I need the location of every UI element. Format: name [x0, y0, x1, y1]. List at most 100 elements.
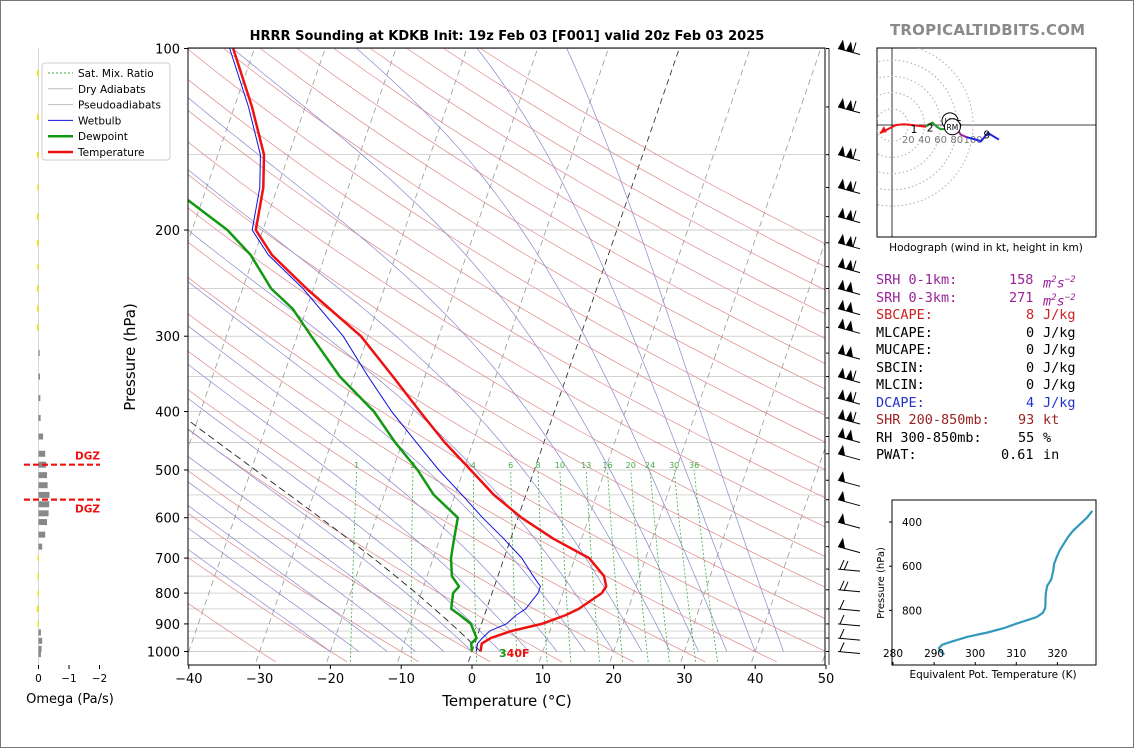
x-tick-label: 40 — [747, 672, 764, 687]
index-unit: J/kg — [1043, 324, 1076, 341]
omega-tick-label: 0 — [35, 673, 42, 685]
barb-flag — [839, 628, 845, 639]
index-value: 93 — [1018, 412, 1035, 428]
barb-pennant — [846, 411, 853, 422]
dry-adiabat-line — [188, 241, 825, 619]
index-row: MLCAPE: 0 J/kg — [876, 325, 1091, 343]
mix-ratio-label: 36 — [689, 461, 699, 470]
index-label: PWAT: — [876, 447, 917, 463]
dewpoint-line — [188, 198, 478, 652]
index-label: DCAPE: — [876, 394, 925, 411]
legend-box — [41, 62, 171, 161]
surface-label-part: 4 — [507, 647, 515, 660]
pseudoadiabat-line — [188, 97, 671, 652]
mix-ratio-line — [537, 469, 548, 662]
omega-bar — [38, 395, 41, 402]
omega-bar — [38, 433, 44, 440]
barb-flag — [852, 42, 857, 53]
wind-barb — [837, 642, 861, 654]
index-row: RH 300-850mb: 55% — [876, 430, 1091, 448]
hodo-ring — [877, 75, 942, 175]
pseudoadiabat-line — [356, 48, 728, 652]
x-tick-label: 0 — [468, 672, 476, 687]
hodo-arrow — [879, 126, 887, 134]
barb-flag — [852, 391, 857, 403]
omega-bar — [38, 350, 40, 357]
pseudoadiabat-line — [188, 527, 359, 652]
hodo-ring-label: 100 — [963, 135, 982, 146]
barb-pennant — [846, 209, 853, 221]
legend-label: Wetbulb — [78, 115, 122, 127]
omega-bar — [38, 651, 41, 658]
theta-e-line — [937, 510, 1094, 656]
barb-pennant — [846, 429, 853, 441]
theta-e-clip — [937, 510, 1094, 656]
mix-ratio-line — [559, 469, 572, 662]
wind-barb — [837, 444, 861, 461]
theta-e-x-label: Equivalent Pot. Temperature (K) — [909, 669, 1076, 681]
wind-barb — [837, 389, 861, 405]
index-label: MLCIN: — [876, 377, 925, 393]
isotherm-line — [397, 48, 609, 662]
index-unit: % — [1043, 429, 1052, 446]
pseudoadiabat-line — [188, 481, 416, 652]
pseudoadiabat-line — [188, 363, 529, 652]
y-tick-label: 400 — [155, 406, 180, 421]
omega-bar — [38, 482, 48, 489]
index-unit: J/kg — [1043, 342, 1076, 358]
wind-barb — [837, 318, 861, 334]
hodo-ring — [877, 92, 925, 158]
index-value: 0 — [1026, 324, 1035, 341]
surface-label-part: F — [522, 647, 530, 660]
surface-label-part: 0 — [514, 647, 522, 660]
barb-pennant — [846, 180, 853, 192]
wind-barb — [837, 628, 861, 641]
omega-bar — [37, 184, 39, 191]
chart-title: HRRR Sounding at KDKB Init: 19z Feb 03 [… — [250, 29, 765, 44]
dry-adiabat-line — [188, 429, 563, 663]
index-row: MLCIN: 0 J/kg — [876, 377, 1091, 395]
omega-tick-label: −1 — [61, 673, 76, 685]
wind-barb — [837, 39, 861, 55]
x-tick-label: 20 — [605, 672, 622, 687]
hodo-height-label: 1 — [910, 123, 917, 136]
mix-ratio-label: 1 — [354, 461, 359, 470]
wind-barb — [837, 490, 861, 507]
barb-pennant — [846, 320, 853, 332]
wind-barb — [837, 559, 861, 572]
mix-ratio-line — [585, 469, 600, 662]
index-label: SHR 200-850mb: — [876, 412, 990, 428]
dry-adiabat-line — [188, 350, 706, 663]
omega-bar — [38, 450, 46, 457]
omega-bar — [38, 415, 41, 422]
mix-ratio-line — [673, 469, 697, 662]
wind-barb — [837, 471, 861, 487]
theta-e-x-tick-label: 320 — [1047, 648, 1067, 660]
index-value: 0 — [1026, 342, 1035, 358]
hodograph-caption: Hodograph (wind in kt, height in km) — [889, 242, 1083, 254]
omega-bar — [38, 629, 41, 636]
wind-barb — [837, 178, 861, 194]
skew-t-frame — [187, 47, 826, 666]
barb-pennant — [838, 409, 845, 420]
y-tick-label: 800 — [155, 587, 180, 602]
hodo-height-label: 2 — [927, 121, 934, 134]
omega-bar — [37, 263, 39, 270]
mix-ratio-line — [693, 469, 718, 662]
y-tick-label: 200 — [155, 224, 180, 239]
theta-e-y-tick-label: 600 — [902, 561, 922, 573]
dry-adiabat-line — [370, 48, 825, 315]
x-axis-label: Temperature (°C) — [441, 692, 571, 710]
dgz-label: DGZ — [75, 451, 100, 463]
barb-pennant — [846, 41, 853, 53]
barb-pennant — [838, 233, 845, 245]
barb-pennant — [838, 279, 845, 291]
wind-barb — [837, 257, 861, 274]
omega-bar — [38, 501, 50, 508]
omega-panel: 0 −1 −2 Omega (Pa/s) DGZ DGZ — [24, 48, 114, 707]
y-tick-label: 300 — [155, 330, 180, 345]
wind-barb — [837, 409, 861, 425]
mix-ratio-line — [607, 469, 624, 662]
index-label: SRH 0-1km: — [876, 272, 958, 288]
